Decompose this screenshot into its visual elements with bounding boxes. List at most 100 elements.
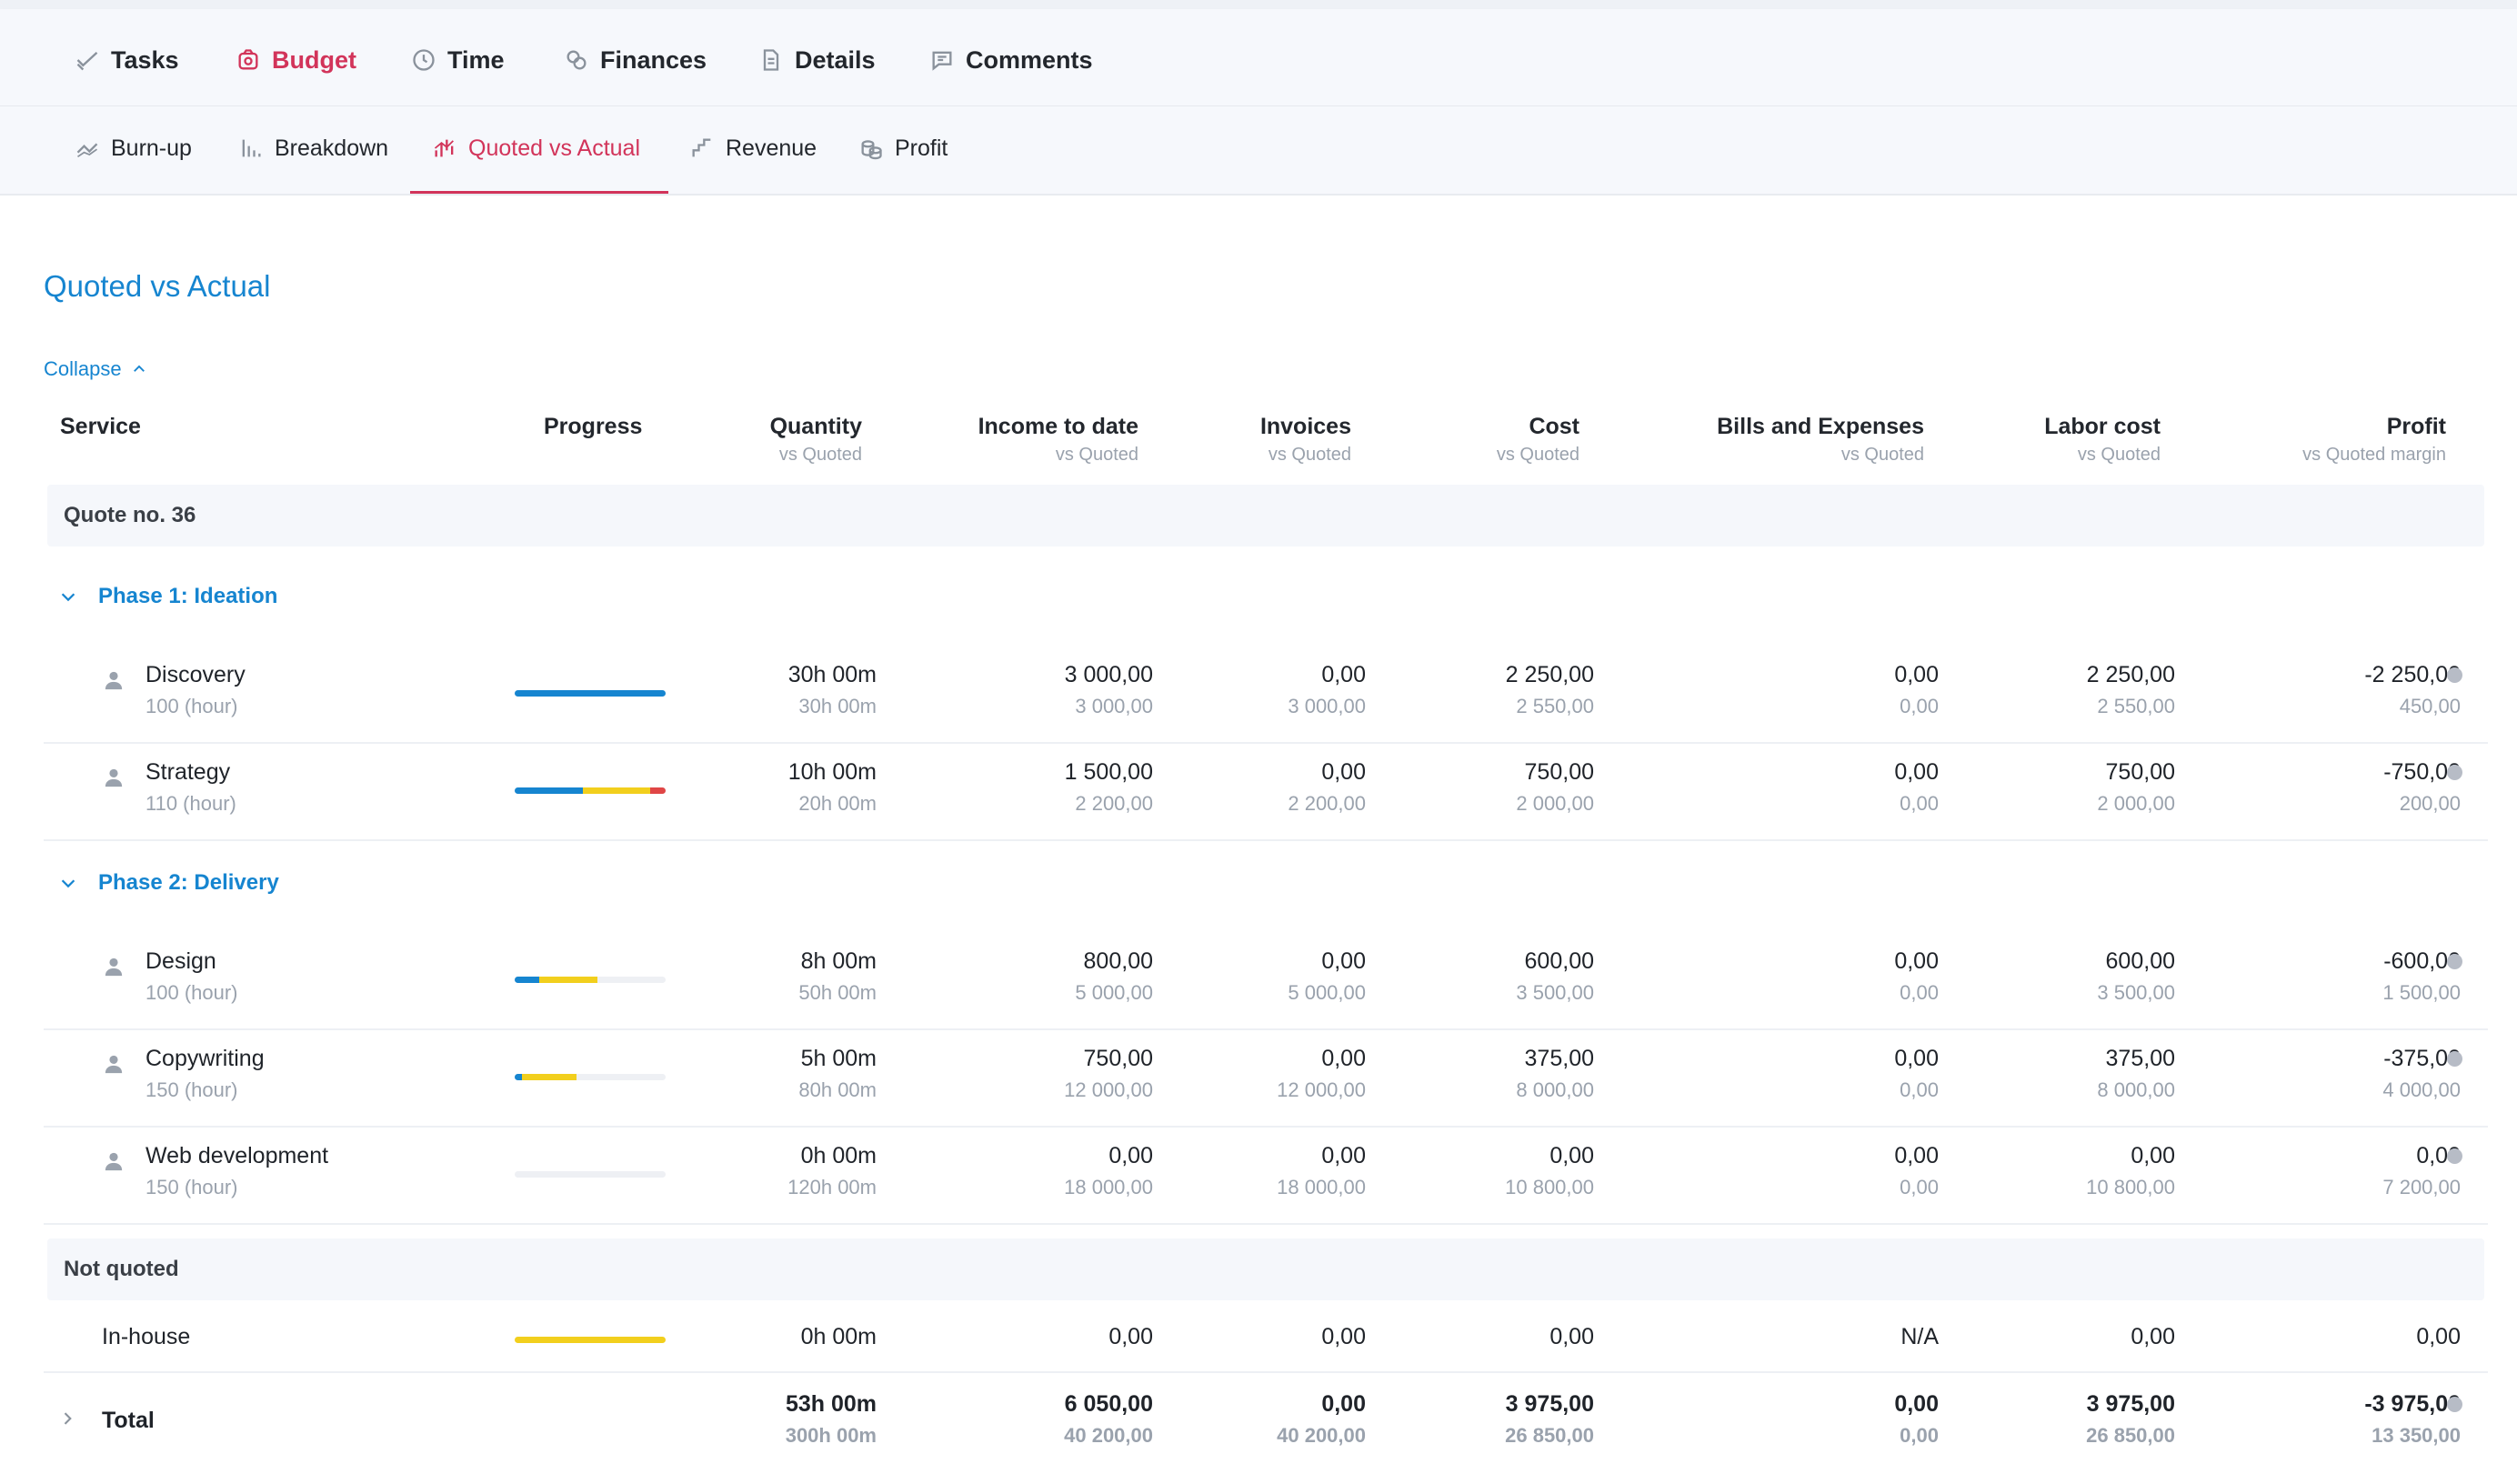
tab-quoted-vs-actual[interactable]: Quoted vs Actual (432, 130, 640, 166)
tab-finances[interactable]: Finances (564, 42, 707, 78)
active-tab-underline (410, 191, 668, 194)
collapse-toggle[interactable]: Collapse (44, 357, 147, 381)
chevron-right-icon (64, 1412, 72, 1425)
invoices-quoted: 5 000,00 (1288, 981, 1366, 1004)
table-row[interactable]: Discovery 100 (hour) 30h 00m 30h 00m 3 000,0… (44, 646, 2488, 744)
tab-time[interactable]: Time (411, 42, 505, 78)
bills-quoted: 0,00 (1900, 695, 1939, 717)
tab-details[interactable]: Details (758, 42, 876, 78)
cost-value: 0,00 (1549, 1324, 1594, 1349)
phase-toggle[interactable]: Phase 2: Delivery (58, 870, 279, 896)
progress-bar (515, 977, 666, 983)
col-header-income: Income to date (978, 414, 1138, 439)
cost-value: 3 975,00 (1505, 1391, 1594, 1417)
profit-status-dot (2447, 1397, 2462, 1412)
quantity-quoted: 20h 00m (798, 792, 877, 815)
quantity-quoted: 80h 00m (798, 1078, 877, 1101)
cost-quoted: 3 500,00 (1516, 981, 1594, 1004)
labor-value: 600,00 (2105, 948, 2175, 974)
tab-profit[interactable]: Profit (858, 130, 948, 166)
tab-budget[interactable]: Budget (236, 42, 356, 78)
bills-value: 0,00 (1894, 759, 1939, 785)
table-row-total[interactable]: Total 53h 00m 300h 00m 6 050,00 40 200,0… (44, 1377, 2488, 1473)
income-quoted: 2 200,00 (1075, 792, 1153, 815)
table-row-inhouse[interactable]: In-house 0h 00m 0,00 0,00 0,00 N/A 0,00 … (44, 1309, 2488, 1373)
col-header-progress: Progress (544, 414, 643, 439)
table-row[interactable]: Strategy 110 (hour) 10h 00m 20h 00m 1 500,00… (44, 743, 2488, 841)
balance-icon (434, 139, 454, 157)
labor-quoted: 8 000,00 (2097, 1078, 2175, 1101)
not-quoted-label: Not quoted (64, 1257, 179, 1281)
table-row[interactable]: Design 100 (hour) 8h 00m 50h 00m 800,00 5 000… (44, 932, 2488, 1030)
income-quoted: 3 000,00 (1075, 695, 1153, 717)
collapse-label: Collapse (44, 357, 122, 380)
profit-quoted: 13 350,00 (2372, 1424, 2461, 1447)
chat-icon (932, 51, 952, 71)
col-subheader-income: vs Quoted (1055, 445, 1138, 465)
col-subheader-labor: vs Quoted (2077, 445, 2161, 465)
service-rate: 100 (hour) (145, 981, 238, 1004)
table-row[interactable]: Copywriting 150 (hour) 5h 00m 80h 00m 750,00… (44, 1029, 2488, 1128)
quantity-value: 0h 00m (800, 1324, 877, 1349)
tab-burn-up-label: Burn-up (111, 135, 192, 161)
cost-quoted: 2 550,00 (1516, 695, 1594, 717)
profit-quoted: 1 500,00 (2382, 981, 2461, 1004)
tab-comments[interactable]: Comments (929, 42, 1093, 78)
profit-value: -3 975,00 (2364, 1391, 2461, 1417)
bills-value: 0,00 (1894, 1143, 1939, 1168)
profit-status-dot (2447, 954, 2462, 969)
bills-quoted: 0,00 (1900, 1424, 1939, 1447)
progress-bar (515, 787, 666, 794)
invoices-value: 0,00 (1321, 948, 1366, 974)
tab-revenue[interactable]: Revenue (689, 130, 817, 166)
labor-value: 0,00 (2131, 1324, 2175, 1349)
bills-value: N/A (1900, 1324, 1939, 1349)
quantity-value: 30h 00m (787, 662, 877, 687)
profit-status-dot (2447, 667, 2462, 683)
income-quoted: 40 200,00 (1064, 1424, 1153, 1447)
bars-icon (242, 139, 261, 157)
quantity-quoted: 50h 00m (798, 981, 877, 1004)
labor-value: 750,00 (2105, 759, 2175, 785)
income-value: 3 000,00 (1064, 662, 1153, 687)
window-top-strip (0, 0, 2517, 9)
tab-revenue-label: Revenue (726, 135, 817, 161)
service-name: Discovery (145, 662, 246, 687)
bills-quoted: 0,00 (1900, 1176, 1939, 1198)
stack-coins-icon (861, 140, 882, 160)
progress-segment-actual (515, 1074, 523, 1080)
cost-quoted: 26 850,00 (1505, 1424, 1594, 1447)
invoices-value: 0,00 (1321, 662, 1366, 687)
tab-tasks-label: Tasks (111, 45, 179, 74)
total-label: Total (102, 1408, 155, 1433)
invoices-quoted: 12 000,00 (1277, 1078, 1366, 1101)
tab-tasks[interactable]: Tasks (75, 42, 179, 78)
person-icon (105, 958, 123, 977)
progress-segment-actual (515, 690, 666, 697)
income-value: 750,00 (1083, 1046, 1153, 1071)
tab-quoted-vs-actual-label: Quoted vs Actual (468, 135, 641, 161)
labor-quoted: 10 800,00 (2086, 1176, 2175, 1198)
profit-quoted: 450,00 (2399, 695, 2461, 717)
main-tab-bar: Tasks Budget Time Finances Details Comme… (0, 9, 2517, 106)
quantity-quoted: 120h 00m (787, 1176, 877, 1198)
table-row[interactable]: Web development 150 (hour) 0h 00m 120h 00m 0… (44, 1127, 2488, 1225)
invoices-value: 0,00 (1321, 1046, 1366, 1071)
labor-quoted: 3 500,00 (2097, 981, 2175, 1004)
bills-quoted: 0,00 (1900, 792, 1939, 815)
progress-segment-over (538, 977, 598, 983)
progress-segment-over (582, 787, 651, 794)
progress-segment-actual (515, 787, 583, 794)
tab-burn-up[interactable]: Burn-up (75, 130, 192, 166)
tab-details-label: Details (795, 45, 876, 74)
col-subheader-invoices: vs Quoted (1268, 445, 1351, 465)
phase-toggle[interactable]: Phase 1: Ideation (58, 584, 277, 609)
growth-icon (692, 138, 711, 157)
quantity-value: 0h 00m (800, 1143, 877, 1168)
bills-value: 0,00 (1894, 948, 1939, 974)
service-name: Strategy (145, 759, 231, 785)
bills-value: 0,00 (1894, 662, 1939, 687)
invoices-value: 0,00 (1321, 1143, 1366, 1168)
not-quoted-group-header: Not quoted (47, 1238, 2484, 1300)
tab-breakdown[interactable]: Breakdown (238, 130, 388, 166)
